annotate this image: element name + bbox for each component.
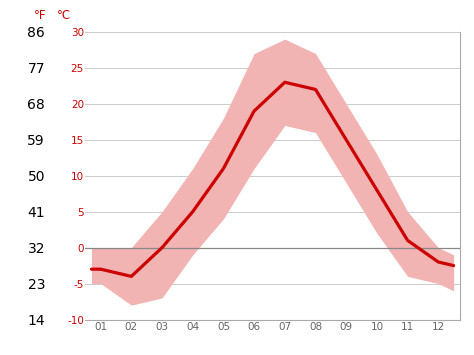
Text: °C: °C xyxy=(57,10,71,22)
Text: °F: °F xyxy=(34,10,46,22)
